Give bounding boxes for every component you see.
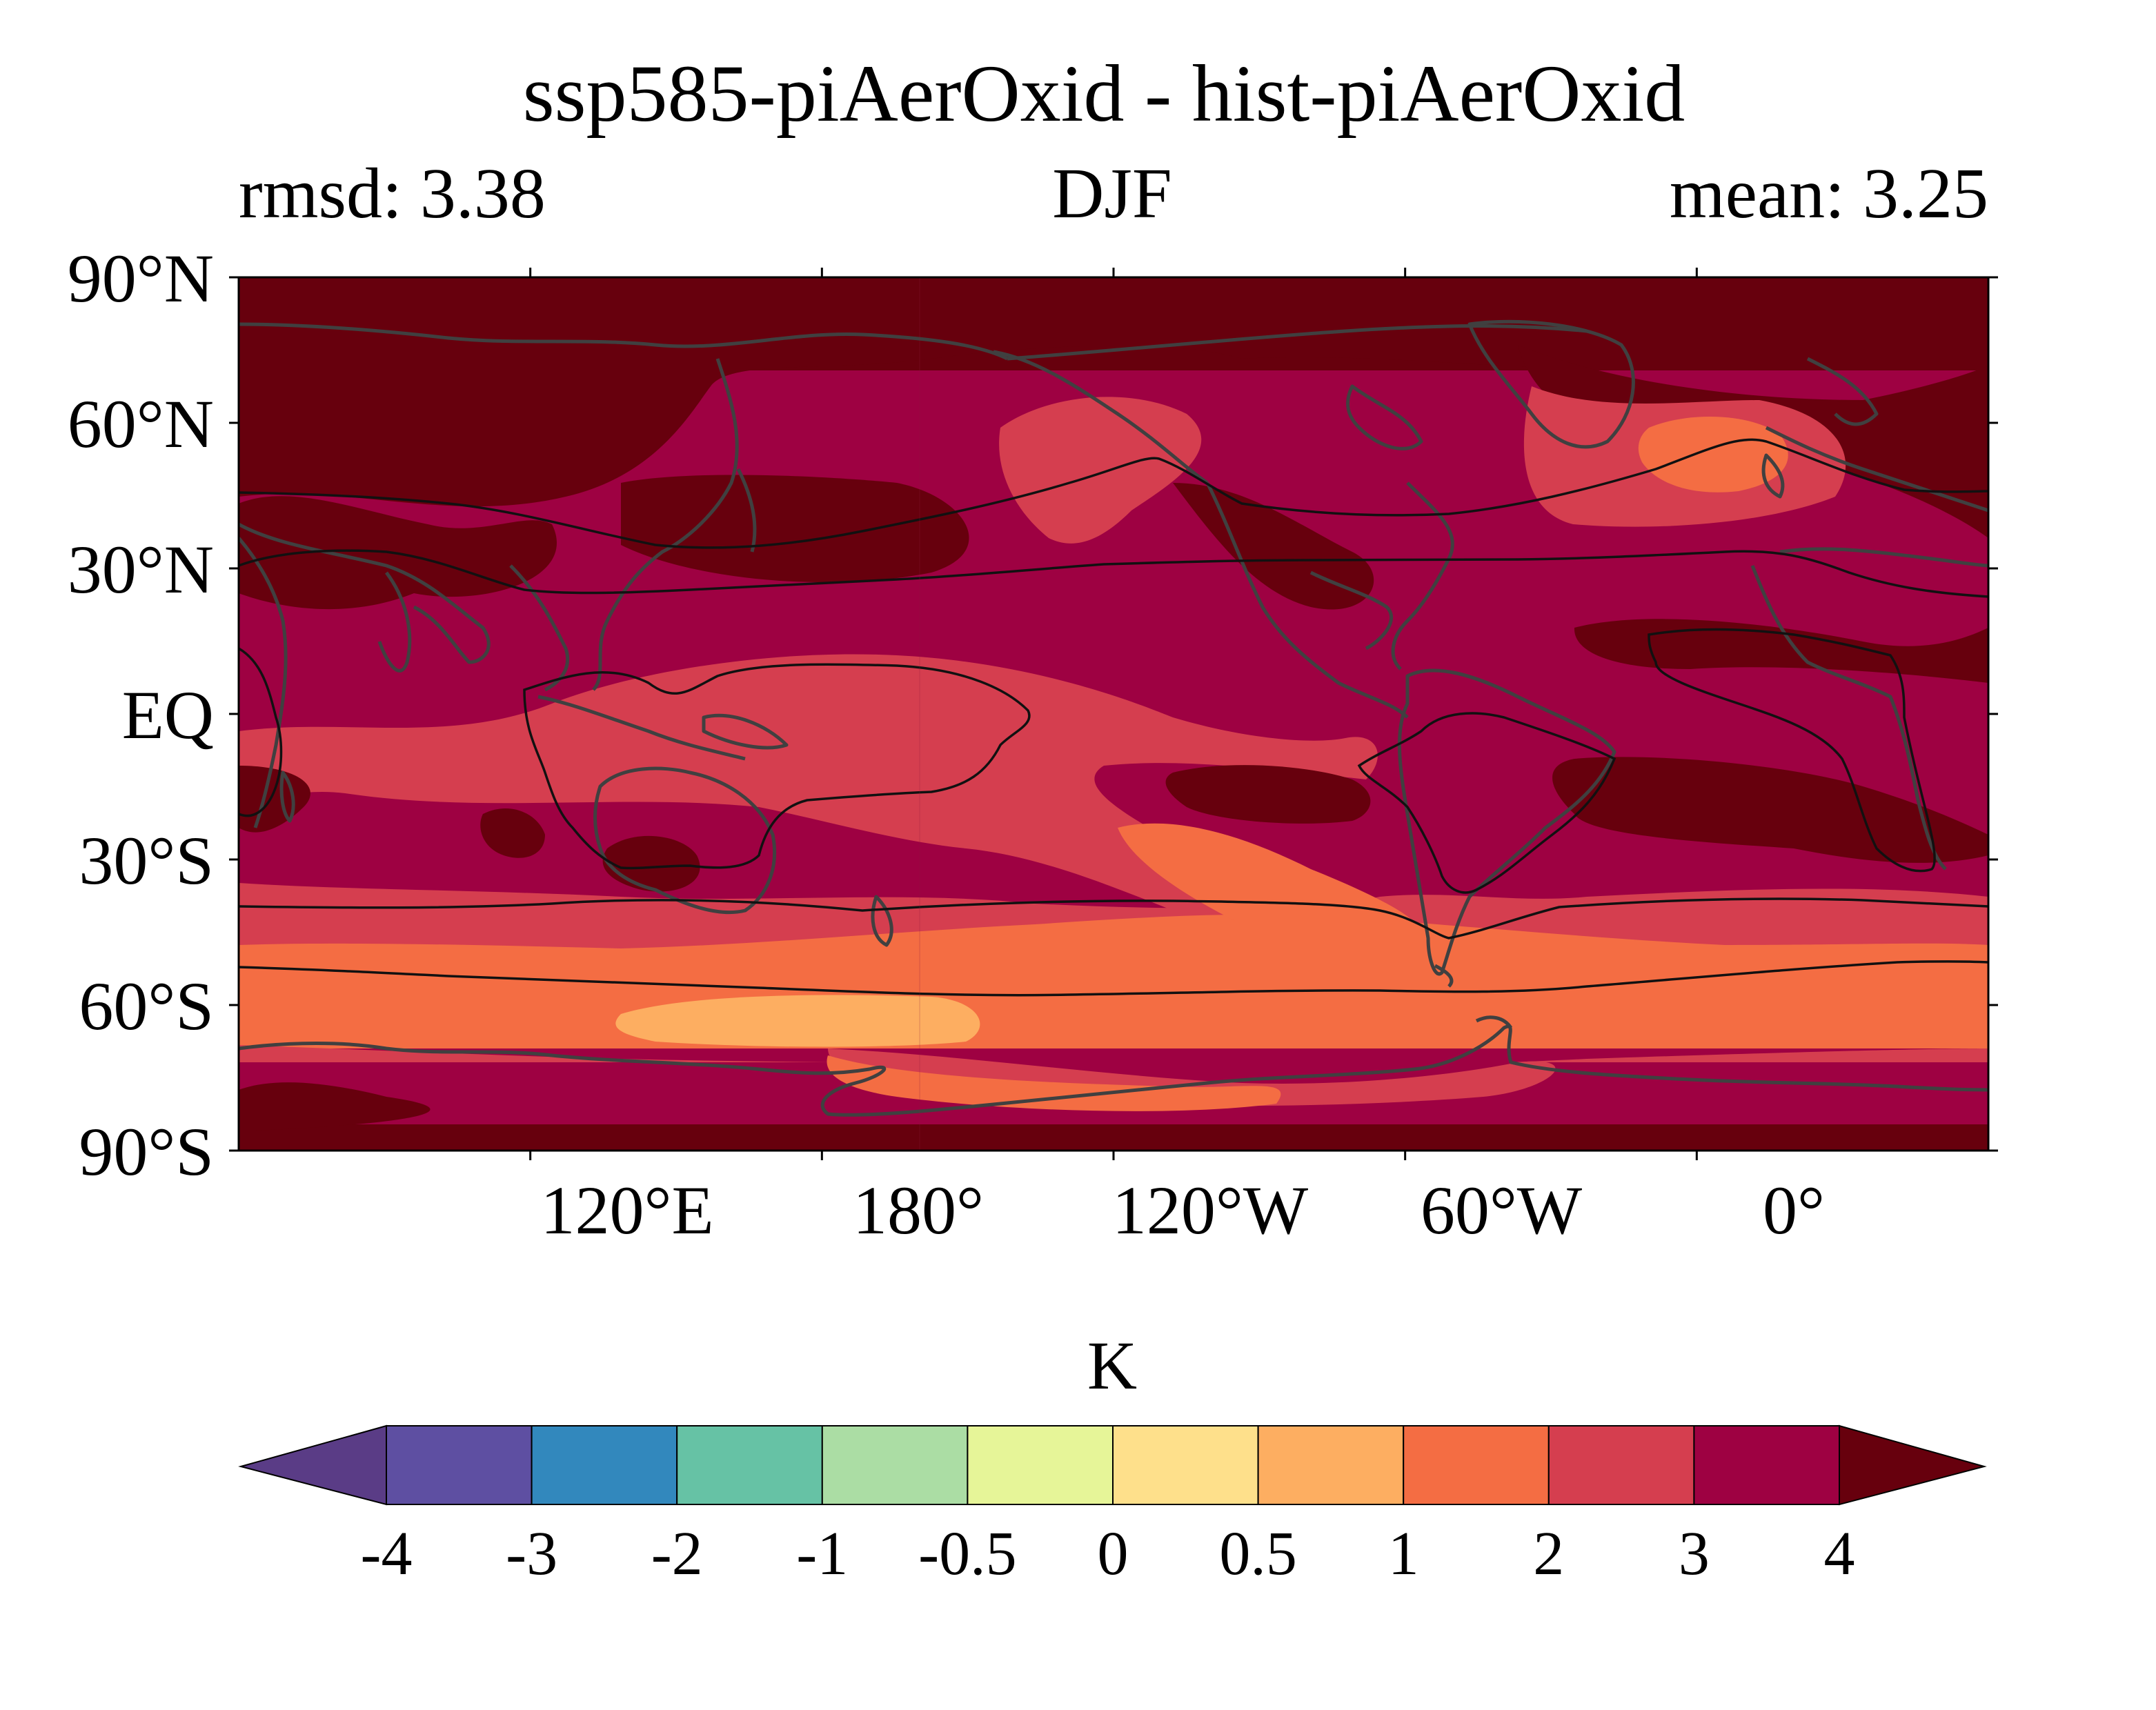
tropical-pacific-reduced-region bbox=[239, 654, 1380, 911]
south-atlantic-contour bbox=[1648, 628, 1936, 873]
lon-label-60w: 60°W bbox=[1421, 1172, 1583, 1249]
climatology-contours bbox=[239, 438, 1988, 997]
south-pacific-warming-region bbox=[1165, 765, 1371, 824]
colorbar-swatch bbox=[821, 1425, 969, 1505]
subtitle-rmsd: rmsd: 3.38 bbox=[239, 154, 546, 233]
colorbar-tick-label: 1 bbox=[1388, 1520, 1419, 1588]
british-isles-coastline bbox=[1761, 453, 1785, 499]
southern-ocean-minimum-region bbox=[615, 995, 980, 1047]
colorbar-tick-label: -3 bbox=[506, 1520, 557, 1588]
new-zealand-coastline bbox=[871, 895, 893, 947]
australia-coastline bbox=[593, 766, 777, 915]
indian-ocean-warming-region bbox=[480, 808, 545, 858]
north-america-arctic-coastline bbox=[1007, 324, 1588, 361]
mediterranean-coastline bbox=[1779, 547, 1988, 568]
antarctic-interior-warming-region bbox=[827, 1055, 1281, 1111]
lat-label-30n: 30°N bbox=[68, 531, 214, 608]
north-atlantic-warming-hole bbox=[1638, 416, 1788, 493]
lat-label-90s: 90°S bbox=[79, 1113, 214, 1190]
colorbar: K -4 -3 -2 -1 -0.5 0 0.5 1 2 3 4 bbox=[238, 1327, 1987, 1588]
colorbar-swatch bbox=[676, 1425, 823, 1505]
subtropical-north-contour bbox=[239, 549, 1988, 598]
colorbar-tick-label: -1 bbox=[796, 1520, 848, 1588]
southern-ocean-tongue-region bbox=[1118, 823, 1414, 924]
tick-marks bbox=[229, 268, 1998, 1160]
lon-label-120w: 120°W bbox=[1112, 1172, 1309, 1249]
colorbar-swatch bbox=[531, 1425, 678, 1505]
south-atlantic-warming-region bbox=[1552, 757, 1988, 863]
colorbar-over-extension bbox=[1839, 1424, 1987, 1506]
japan-coastline bbox=[736, 468, 757, 553]
east-asia-coastline bbox=[592, 358, 739, 691]
colorbar-tick-labels: -4 -3 -2 -1 -0.5 0 0.5 1 2 3 4 bbox=[361, 1520, 1855, 1588]
colorbar-swatch bbox=[1112, 1425, 1259, 1505]
antarctic-peninsula-coastline bbox=[1475, 1015, 1513, 1029]
lat-label-eq: EQ bbox=[122, 677, 214, 753]
antarctica-coastline bbox=[239, 1024, 1988, 1117]
lon-label-120e: 120°E bbox=[540, 1172, 713, 1249]
scandinavia-coastline bbox=[1806, 357, 1879, 426]
greenland-coastline bbox=[1467, 319, 1635, 449]
figure-title: ssp585-piAerOxid - hist-piAerOxid bbox=[523, 48, 1685, 139]
india-coastline bbox=[377, 571, 412, 673]
colorbar-under-extension bbox=[238, 1424, 387, 1506]
colorbar-tick-label: -0.5 bbox=[918, 1520, 1016, 1588]
eurasia-arctic-coastline bbox=[239, 322, 1009, 361]
colorbar-swatch bbox=[386, 1425, 533, 1505]
north-pacific-warming-region bbox=[621, 475, 969, 583]
colorbar-swatch bbox=[967, 1425, 1114, 1505]
colorbar-tick-label: -2 bbox=[651, 1520, 703, 1588]
coastlines bbox=[239, 319, 1988, 1117]
antarctic-margin-warming-region bbox=[239, 1082, 431, 1131]
north-america-west-coastline bbox=[1205, 481, 1409, 719]
madagascar-coastline bbox=[279, 771, 295, 823]
subtitle-mean: mean: 3.25 bbox=[1670, 154, 1988, 233]
south-america-contour bbox=[1357, 712, 1616, 894]
colorbar-tick-label: 4 bbox=[1824, 1520, 1855, 1588]
southern-ocean-contour bbox=[239, 960, 1988, 997]
europe-coastline bbox=[1765, 426, 1988, 513]
southern-midlat-contour bbox=[239, 897, 1988, 939]
colorbar-swatch bbox=[1547, 1425, 1695, 1505]
tropical-warming-region bbox=[1574, 619, 1988, 683]
africa-contour bbox=[239, 647, 283, 817]
colorbar-swatch bbox=[1257, 1425, 1405, 1505]
colorbar-label: K bbox=[1087, 1327, 1137, 1404]
colorbar-swatch bbox=[1403, 1425, 1550, 1505]
north-america-east-coastline bbox=[1391, 481, 1454, 670]
north-midlat-contour bbox=[239, 438, 1988, 549]
africa-east-coastline bbox=[239, 537, 288, 828]
colorbar-tick-label: 3 bbox=[1679, 1520, 1710, 1588]
colorbar-tick-label: 0.5 bbox=[1219, 1520, 1297, 1588]
lat-label-90n: 90°N bbox=[68, 240, 214, 317]
map-panel bbox=[239, 277, 1988, 1151]
colorbar-tick-label: 0 bbox=[1098, 1520, 1129, 1588]
hudson-bay-coastline bbox=[1345, 384, 1423, 450]
lon-label-180: 180° bbox=[853, 1172, 984, 1249]
colorbar-swatch bbox=[1693, 1425, 1840, 1505]
lat-label-60s: 60°S bbox=[79, 968, 214, 1044]
gulf-coastline bbox=[1309, 570, 1393, 650]
north-siberia-warming-region bbox=[239, 346, 1587, 507]
lon-label-0: 0° bbox=[1763, 1172, 1825, 1249]
lat-label-60n: 60°N bbox=[68, 386, 214, 462]
subtitle-season: DJF bbox=[1052, 154, 1171, 233]
alaska-coastline bbox=[993, 350, 1209, 485]
south-pole-warming-region bbox=[239, 1124, 1988, 1151]
tierra-del-fuego-coastline bbox=[1434, 964, 1454, 988]
colorbar-frame bbox=[386, 1425, 1840, 1505]
colorbar-swatches bbox=[386, 1425, 1840, 1505]
africa-west-coastline bbox=[1750, 565, 1947, 871]
x-axis-labels: 120°E 180° 120°W 60°W 0° bbox=[540, 1172, 1825, 1249]
indonesia-coastline bbox=[537, 695, 746, 761]
y-axis-labels: 90°N 60°N 30°N EQ 30°S 60°S 90°S bbox=[68, 240, 214, 1190]
lat-label-30s: 30°S bbox=[79, 822, 214, 899]
colorbar-tick-label: -4 bbox=[361, 1520, 413, 1588]
new-guinea-coastline bbox=[702, 713, 789, 750]
colorbar-tick-label: 2 bbox=[1533, 1520, 1564, 1588]
warm-pool-contour bbox=[523, 663, 1031, 870]
north-pacific-reduced-region bbox=[999, 397, 1202, 544]
